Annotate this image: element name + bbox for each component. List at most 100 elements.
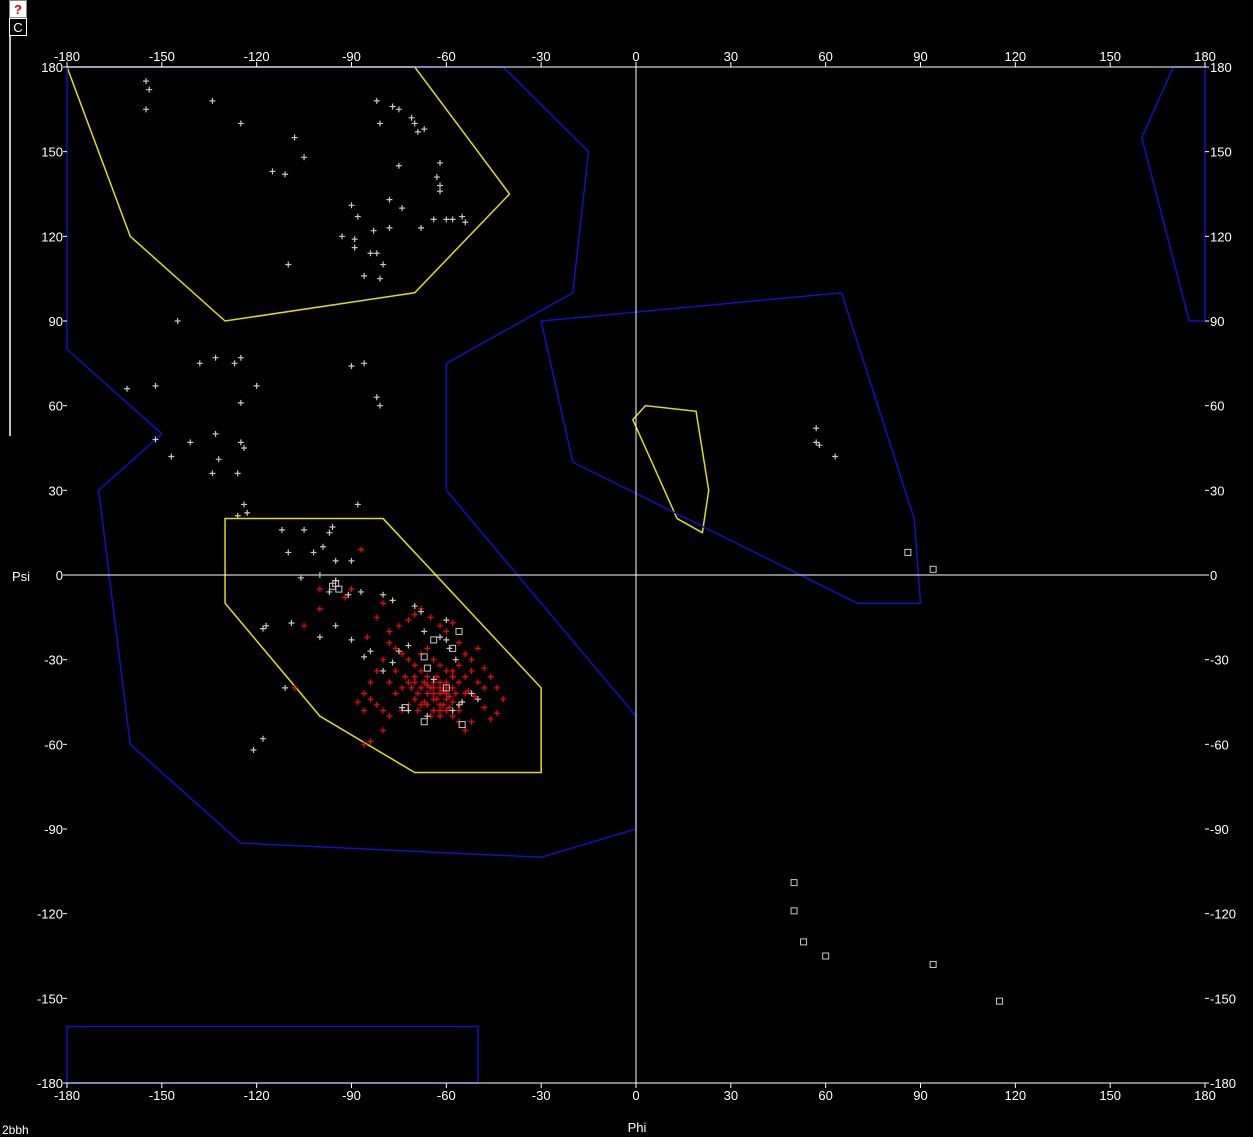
x-tick-label-top: -150 (149, 49, 175, 64)
data-point-cross (443, 617, 450, 624)
data-point-cross (474, 645, 481, 652)
data-point-cross (462, 651, 469, 658)
x-tick-label-top: -120 (244, 49, 270, 64)
data-point-cross (301, 526, 308, 533)
y-tick-label-left: -150 (37, 991, 63, 1006)
data-point-cross (424, 713, 431, 720)
x-tick-label-bottom: -180 (54, 1088, 80, 1103)
data-point-cross (424, 701, 431, 708)
data-point-cross (367, 696, 374, 703)
data-point-cross (212, 354, 219, 361)
y-tick-label-left: 0 (56, 568, 63, 583)
y-tick-label-left: -60 (44, 737, 63, 752)
data-point-square (996, 997, 1004, 1005)
data-point-cross (418, 684, 425, 691)
data-point-cross (152, 436, 159, 443)
data-point-cross (354, 501, 361, 508)
data-point-square (430, 636, 438, 644)
data-point-cross (443, 679, 450, 686)
data-point-cross (234, 470, 241, 477)
data-point-cross (408, 684, 415, 691)
data-point-cross (367, 738, 374, 745)
help-button[interactable]: ? (9, 0, 27, 18)
data-point-cross (326, 529, 333, 536)
data-point-cross (342, 594, 349, 601)
data-point-cross (209, 470, 216, 477)
region-left-handed-core (631, 404, 710, 534)
data-point-cross (259, 625, 266, 632)
data-point-cross (437, 159, 444, 166)
data-point-cross (380, 261, 387, 268)
data-point-cross (380, 727, 387, 734)
data-point-cross (332, 557, 339, 564)
y-tick-label-right: 180 (1210, 60, 1232, 75)
x-tick-label-top: 0 (632, 49, 639, 64)
data-point-cross (237, 120, 244, 127)
data-point-cross (348, 557, 355, 564)
data-point-square (929, 960, 937, 968)
x-tick-label-bottom: -60 (437, 1088, 456, 1103)
data-point-cross (437, 713, 444, 720)
data-point-cross (250, 746, 257, 753)
data-point-cross (386, 713, 393, 720)
data-point-cross (285, 549, 292, 556)
data-point-cross (316, 572, 323, 578)
data-point-cross (455, 639, 462, 646)
data-point-cross (437, 679, 444, 686)
data-point-cross (462, 690, 469, 697)
data-point-cross (380, 667, 387, 674)
data-point-cross (427, 614, 434, 621)
x-tick-label-top: -30 (532, 49, 551, 64)
data-point-cross (449, 673, 456, 680)
data-point-cross (418, 608, 425, 615)
y-tick-label-right: 120 (1210, 229, 1232, 244)
data-point-cross (468, 690, 475, 697)
data-point-cross (301, 154, 308, 161)
region-alpha-core (224, 517, 542, 774)
x-tick-label-bottom: 0 (632, 1088, 639, 1103)
data-point-cross (449, 699, 456, 705)
data-point-cross (418, 667, 425, 674)
c-button[interactable]: C (9, 18, 27, 36)
data-point-cross (440, 701, 447, 708)
data-point-cross (285, 261, 292, 268)
y-tick-label-left: 60 (49, 399, 63, 414)
data-point-cross (143, 106, 150, 113)
y-tick-label-left: -90 (44, 822, 63, 837)
data-point-cross (392, 645, 399, 652)
data-point-cross (332, 622, 339, 629)
data-point-cross (446, 693, 453, 700)
data-point-cross (389, 597, 396, 604)
data-point-cross (301, 622, 308, 629)
data-point-cross (424, 645, 431, 652)
data-point-cross (500, 696, 507, 703)
data-point-cross (354, 699, 361, 705)
data-point-cross (237, 354, 244, 361)
data-point-cross (408, 114, 415, 121)
data-point-cross (468, 667, 475, 674)
data-point-cross (395, 622, 402, 629)
data-point-cross (212, 430, 219, 437)
data-point-cross (399, 684, 406, 691)
data-point-cross (433, 673, 440, 680)
data-point-cross (446, 704, 453, 711)
data-point-square (449, 644, 457, 652)
x-tick-label-bottom: 150 (1099, 1088, 1121, 1103)
data-point-square (822, 952, 830, 960)
data-point-cross (278, 526, 285, 533)
data-point-cross (414, 690, 421, 697)
data-point-cross (443, 628, 450, 635)
data-point-cross (361, 653, 368, 660)
data-point-cross (493, 684, 500, 691)
x-tick-label-top: -60 (437, 49, 456, 64)
data-point-cross (487, 673, 494, 680)
data-point-cross (411, 120, 418, 127)
data-point-cross (813, 425, 820, 432)
data-point-square (458, 721, 466, 729)
data-point-cross (430, 707, 437, 714)
data-point-cross (316, 586, 323, 593)
data-point-cross (433, 174, 440, 181)
data-point-cross (361, 741, 368, 748)
data-point-cross (386, 196, 393, 203)
data-point-cross (168, 453, 175, 460)
